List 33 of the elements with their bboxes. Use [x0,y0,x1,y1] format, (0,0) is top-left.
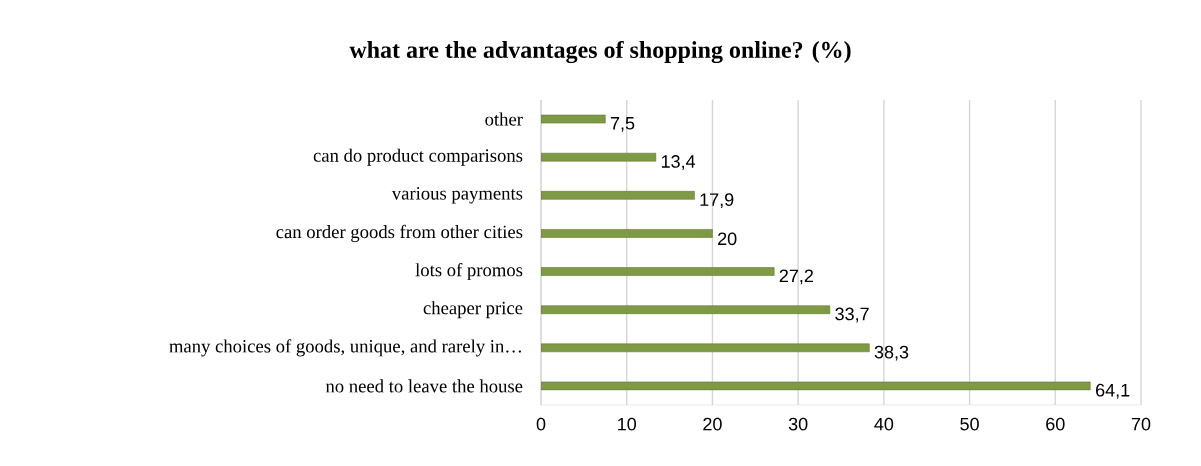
data-label: 33,7 [835,307,869,323]
data-label: 13,4 [661,155,696,170]
x-tick-label: 10 [618,417,637,431]
data-label: 7,5 [610,117,635,132]
y-tick-label: many choices of goods, unique, and rarely in… [169,339,521,357]
x-tick-label: 30 [788,417,808,431]
bar [541,267,775,276]
bar [541,191,695,200]
chart-title: what are the advantages of shopping online? (%) [349,40,851,64]
bar [541,305,831,314]
data-label: 38,3 [874,345,909,361]
bar [541,152,657,162]
x-tick-label: 70 [1131,417,1151,431]
bar [541,343,870,353]
y-tick-label: no need to leave the house [325,379,523,393]
x-tick-label: 50 [960,417,979,431]
bar [541,114,606,124]
data-label: 64,1 [1096,383,1130,399]
y-tick-label: can order goods from other cities [276,224,523,243]
x-tick-label: 40 [874,417,894,431]
x-tick-label: 0 [536,417,546,431]
y-tick-label: various payments [391,187,523,204]
bar [541,229,713,238]
y-tick-label: cheaper price [423,301,523,319]
y-tick-label: lots of promos [415,262,523,281]
bar [541,381,1091,391]
data-label: 27,2 [779,269,813,285]
y-tick-label: can do product comparisons [313,148,523,166]
y-tick-label: other [485,112,523,126]
data-label: 17,9 [700,193,734,209]
x-tick-label: 20 [703,417,722,431]
x-tick-label: 60 [1046,417,1065,431]
data-label: 20 [718,232,737,246]
